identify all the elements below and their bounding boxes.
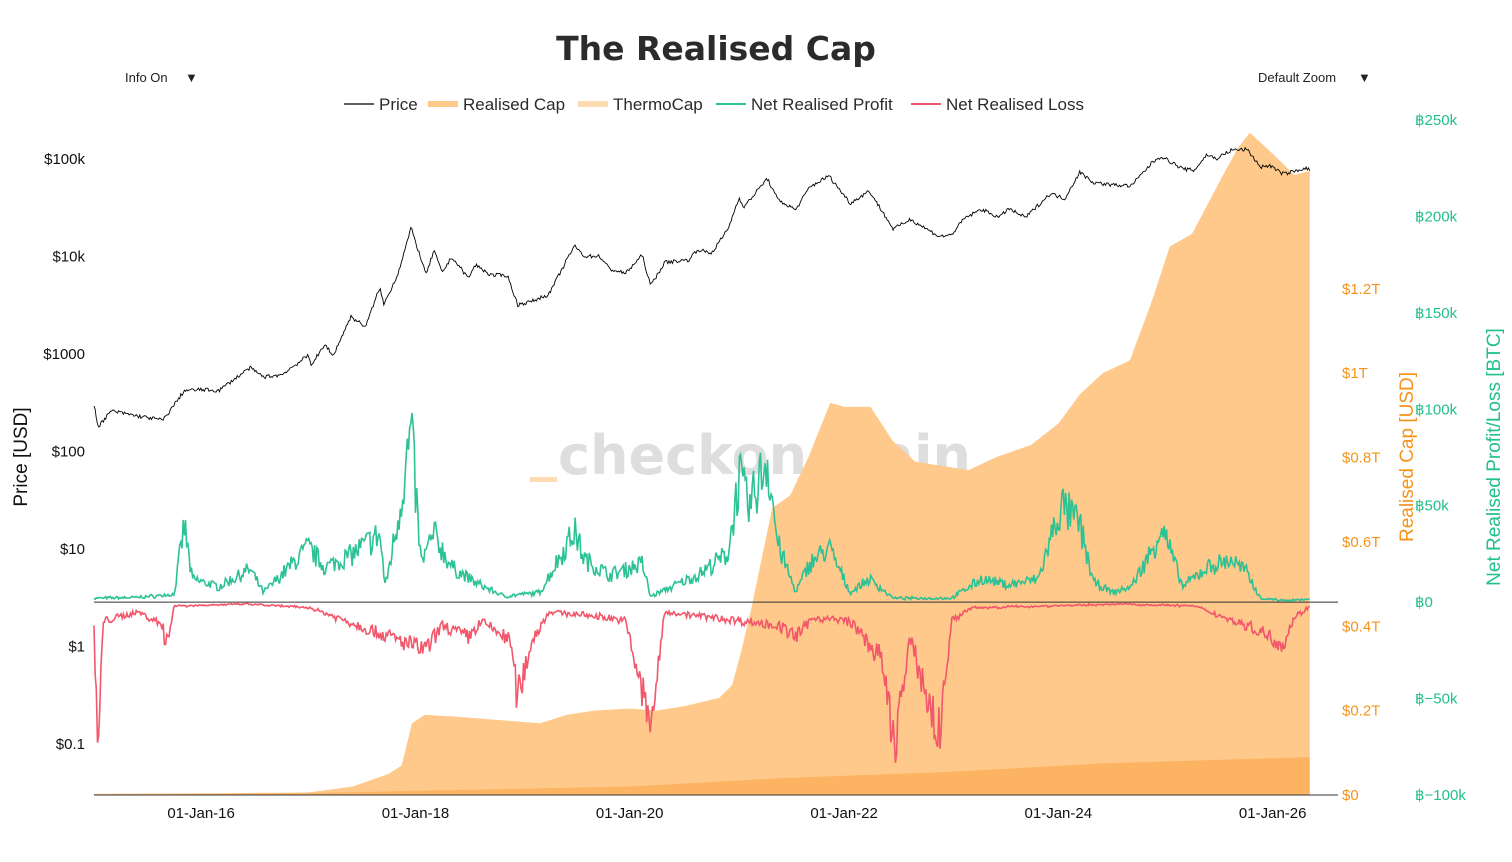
legend-item-net-realised-loss[interactable]: Net Realised Loss — [911, 95, 1084, 114]
date-tick-label: 01-Jan-26 — [1239, 805, 1307, 822]
realised-cap-tick-label: $0.6T — [1342, 534, 1380, 551]
legend-label-net-realised-profit: Net Realised Profit — [751, 95, 893, 114]
profit-loss-tick-label: ฿0 — [1415, 594, 1433, 611]
price-axis-title: Price [USD] — [11, 407, 32, 506]
zoom-select-label: Default Zoom — [1258, 70, 1336, 85]
realised-cap-tick-label: $0.2T — [1342, 703, 1380, 720]
price-tick-label: $1000 — [43, 346, 85, 363]
profit-loss-tick-label: ฿100k — [1415, 401, 1458, 418]
price-axis: $0.1 $1 $10 $100 $1000 $10k $100k — [43, 151, 85, 753]
legend-item-net-realised-profit[interactable]: Net Realised Profit — [716, 95, 893, 114]
profit-loss-tick-label: ฿250k — [1415, 112, 1458, 129]
profit-loss-tick-label: ฿−100k — [1415, 787, 1466, 804]
profit-loss-axis: ฿−100k ฿−50k ฿0 ฿50k ฿100k ฿150k ฿200k ฿250k — [1415, 112, 1466, 804]
date-tick-label: 01-Jan-22 — [810, 805, 878, 822]
info-toggle[interactable]: Info On ▼ — [125, 70, 198, 85]
watermark-underscore — [530, 477, 557, 482]
legend-item-realised-cap[interactable]: Realised Cap — [428, 95, 565, 114]
zoom-select-chevron-down-icon: ▼ — [1358, 70, 1371, 85]
price-tick-label: $100k — [44, 151, 85, 168]
realised-cap-tick-label: $0 — [1342, 787, 1359, 804]
realised-cap-area — [94, 132, 1310, 795]
profit-loss-tick-label: ฿−50k — [1415, 691, 1458, 708]
realised-cap-tick-label: $1.2T — [1342, 281, 1380, 298]
info-toggle-chevron-down-icon: ▼ — [185, 70, 198, 85]
area-layer — [94, 132, 1310, 795]
baseline-layer — [94, 601, 1338, 796]
legend-label-realised-cap: Realised Cap — [463, 95, 565, 114]
legend-label-thermocap: ThermoCap — [613, 95, 703, 114]
date-tick-label: 01-Jan-18 — [382, 805, 450, 822]
price-tick-label: $10k — [52, 248, 85, 265]
realised-cap-axis-title: Realised Cap [USD] — [1397, 372, 1418, 542]
price-tick-label: $1 — [68, 639, 85, 656]
price-tick-label: $10 — [60, 541, 85, 558]
date-tick-label: 01-Jan-16 — [167, 805, 235, 822]
net-realised-profit-line — [93, 412, 1310, 603]
price-line — [93, 146, 1311, 428]
profit-loss-tick-label: ฿50k — [1415, 498, 1449, 515]
info-toggle-label: Info On — [125, 70, 168, 85]
line-layer — [93, 146, 1311, 763]
net-realised-loss-line — [93, 602, 1311, 763]
legend-item-thermocap[interactable]: ThermoCap — [578, 95, 703, 114]
realised-cap-tick-label: $0.8T — [1342, 450, 1380, 467]
legend: Price Realised Cap ThermoCap Net Realise… — [344, 95, 1084, 114]
chart-title: The Realised Cap — [556, 29, 876, 68]
legend-label-price: Price — [379, 95, 418, 114]
realised-cap-axis: $0 $0.2T $0.4T $0.6T $0.8T $1T $1.2T — [1342, 281, 1380, 804]
legend-label-net-realised-loss: Net Realised Loss — [946, 95, 1084, 114]
realised-cap-tick-label: $1T — [1342, 365, 1368, 382]
date-tick-label: 01-Jan-24 — [1025, 805, 1093, 822]
zoom-select[interactable]: Default Zoom ▼ — [1258, 70, 1371, 85]
price-tick-label: $100 — [52, 443, 85, 460]
date-tick-label: 01-Jan-20 — [596, 805, 664, 822]
profit-loss-tick-label: ฿150k — [1415, 305, 1458, 322]
profit-loss-axis-title: Net Realised Profit/Loss [BTC] — [1484, 328, 1505, 586]
realised-cap-tick-label: $0.4T — [1342, 618, 1380, 635]
price-tick-label: $0.1 — [56, 736, 85, 753]
thermocap-area — [94, 757, 1310, 795]
date-axis: 01-Jan-16 01-Jan-18 01-Jan-20 01-Jan-22 01-J… — [167, 805, 1306, 822]
profit-loss-tick-label: ฿200k — [1415, 208, 1458, 225]
legend-item-price[interactable]: Price — [344, 95, 418, 114]
